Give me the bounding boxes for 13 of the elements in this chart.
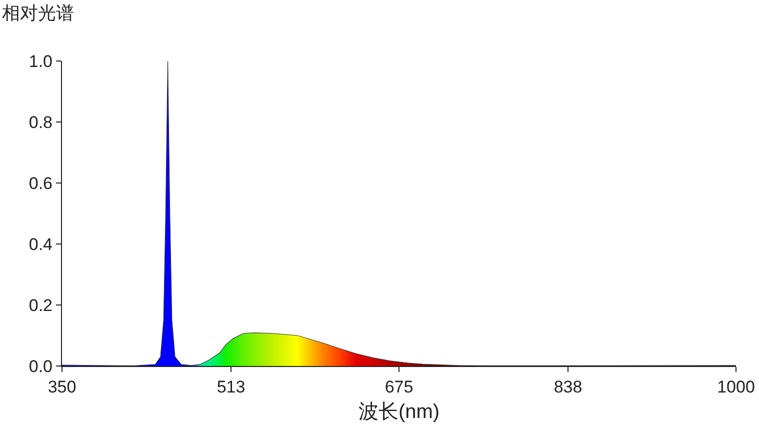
x-tick-label: 675 (384, 378, 414, 396)
y-tick-label: 0.2 (28, 296, 52, 315)
x-tick-label: 350 (48, 378, 76, 396)
x-tick-label: 838 (554, 378, 582, 396)
x-axis-title: 波长(nm) (358, 401, 440, 423)
y-tick-label: 0.8 (28, 112, 52, 132)
y-tick-label: 0.6 (28, 174, 52, 193)
x-tick-label: 513 (216, 378, 246, 396)
y-tick-label: 0.4 (28, 234, 52, 254)
y-axis-title: 相对光谱 (2, 3, 74, 23)
y-tick-label: 1.0 (28, 52, 52, 71)
y-tick-label: 0.0 (28, 356, 52, 376)
x-tick-label: 1000 (717, 378, 755, 396)
